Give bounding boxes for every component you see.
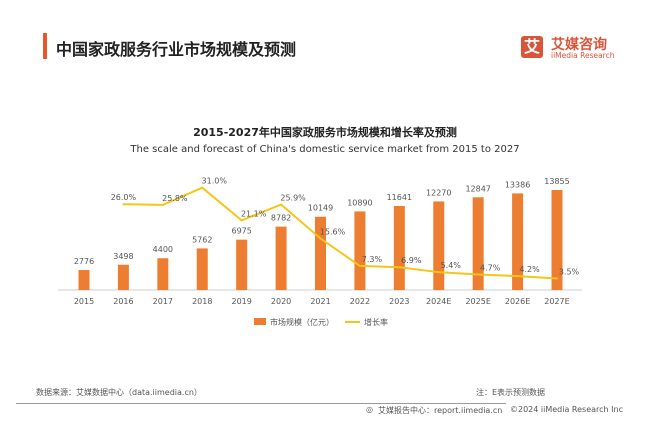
growth-point	[437, 271, 440, 274]
bar	[315, 216, 326, 290]
bar	[157, 258, 169, 290]
bar	[512, 193, 524, 290]
logo-name-en: iiMedia Research	[551, 51, 615, 60]
bar-label: 2776	[74, 257, 94, 266]
bar-label: 12847	[465, 184, 490, 193]
globe-icon: ◎	[366, 405, 373, 414]
bar-label: 8782	[271, 214, 291, 223]
x-tick-label: 2026E	[505, 297, 530, 306]
growth-label: 21.1%	[241, 209, 267, 218]
x-tick-label: 2023	[389, 297, 409, 306]
bar	[236, 239, 248, 290]
footer-divider	[16, 403, 506, 404]
growth-point	[201, 186, 204, 189]
bar	[393, 205, 405, 290]
growth-line	[123, 186, 558, 280]
copyright: ©2024 iiMedia Research Inc	[510, 405, 623, 414]
report-link[interactable]: 艾媒报告中心：report.iimedia.cn	[378, 406, 503, 415]
bar	[472, 197, 484, 290]
growth-point	[398, 266, 401, 269]
growth-point	[516, 275, 519, 278]
bar-label: 13386	[505, 180, 530, 189]
bar-label: 13855	[544, 177, 569, 186]
growth-point	[477, 273, 480, 276]
legend-line-label: 增长率	[364, 317, 388, 327]
bar-label: 12270	[426, 188, 451, 197]
bar	[78, 269, 90, 290]
bar-label: 10149	[308, 204, 333, 213]
legend-bar-swatch	[254, 318, 266, 325]
growth-label: 26.0%	[111, 193, 137, 202]
x-tick-label: 2017	[153, 297, 173, 306]
growth-point	[161, 203, 164, 206]
growth-label: 6.9%	[401, 256, 422, 265]
note-text: 注：E表示预测数据	[476, 388, 546, 397]
growth-label: 15.6%	[320, 228, 346, 237]
page-title: 中国家政服务行业市场规模及预测	[56, 40, 297, 59]
bar	[275, 226, 287, 290]
bar	[117, 264, 129, 290]
bar	[196, 248, 208, 290]
title-accent-bar	[43, 33, 47, 59]
bar	[551, 190, 563, 290]
growth-label: 4.7%	[480, 263, 501, 272]
x-tick-label: 2018	[192, 297, 212, 306]
growth-label: 25.9%	[280, 194, 306, 203]
growth-point	[358, 264, 361, 267]
chart-subtitle: The scale and forecast of China's domest…	[130, 144, 520, 155]
x-tick-label: 2024E	[426, 297, 451, 306]
logo-mark: 艾	[521, 36, 543, 58]
growth-point	[240, 219, 243, 222]
growth-point	[319, 237, 322, 240]
growth-label: 5.4%	[441, 261, 462, 270]
growth-label: 31.0%	[202, 177, 228, 186]
growth-point	[280, 203, 283, 206]
chart-title: 2015-2027年中国家政服务市场规模和增长率及预测	[193, 126, 457, 139]
x-tick-label: 2027E	[544, 297, 569, 306]
x-tick-label: 2021	[310, 297, 330, 306]
growth-label: 25.8%	[162, 194, 188, 203]
bar-label: 3498	[113, 252, 133, 261]
bar	[354, 211, 366, 290]
growth-label: 4.2%	[519, 265, 540, 274]
source-text: 数据来源：艾媒数据中心（data.iimedia.cn）	[36, 388, 202, 397]
x-tick-label: 2016	[113, 297, 133, 306]
bar-label: 5762	[192, 235, 212, 244]
growth-point	[122, 203, 125, 206]
growth-point	[556, 277, 558, 280]
x-tick-label: 2019	[231, 297, 251, 306]
bar-label: 10890	[347, 198, 372, 207]
x-tick-label: 2025E	[465, 297, 490, 306]
x-tick-label: 2015	[74, 297, 94, 306]
growth-label: 7.3%	[362, 255, 383, 264]
bar-label: 6975	[231, 227, 251, 236]
legend-bar-label: 市场规模（亿元）	[270, 317, 334, 327]
x-tick-label: 2020	[271, 297, 291, 306]
bar-label: 4400	[153, 245, 173, 254]
bar-label: 11641	[387, 193, 412, 202]
x-tick-label: 2022	[350, 297, 370, 306]
bar	[433, 201, 445, 290]
logo-name-cn: 艾媒咨询	[551, 37, 607, 53]
growth-label: 3.5%	[559, 267, 580, 276]
